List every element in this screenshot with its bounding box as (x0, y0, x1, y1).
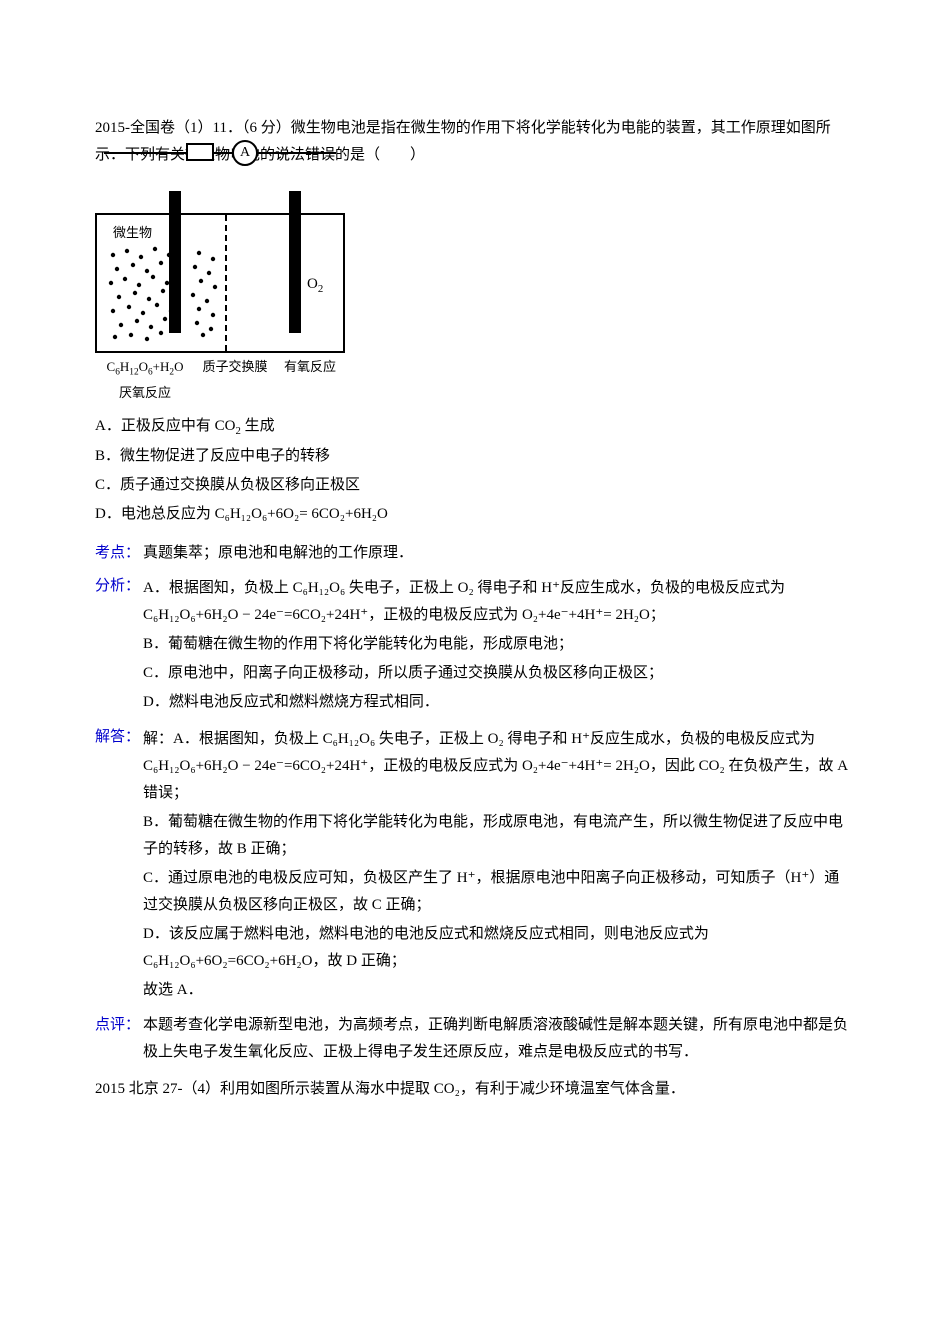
option-d: D．电池总反应为 C₆H₁₂O₆+6O₂= 6CO₂+6H₂O (95, 501, 850, 528)
fenxi-label: 分析： (95, 573, 143, 718)
cathode-electrode (289, 191, 301, 333)
microbe-label: 微生物 (113, 221, 152, 244)
fenxi-section: 分析： A．根据图知，负极上 C₆H₁₂O₆ 失电子，正极上 O₂ 得电子和 H… (95, 573, 850, 718)
kaodian-section: 考点： 真题集萃；原电池和电解池的工作原理． (95, 540, 850, 567)
cell-diagram: A 微生物 O2 (95, 177, 850, 405)
dianping-label: 点评： (95, 1012, 143, 1066)
option-b: B．微生物促进了反应中电子的转移 (95, 443, 850, 470)
question-2: 2015 北京 27-（4）利用如图所示装置从海水中提取 CO₂，有利于减少环境… (95, 1076, 850, 1103)
kaodian-label: 考点： (95, 540, 143, 567)
ammeter-assembly: A (100, 141, 340, 173)
options-block: A．正极反应中有 CO2 生成 B．微生物促进了反应中电子的转移 C．质子通过交… (95, 413, 850, 528)
option-c: C．质子通过交换膜从负极区移向正极区 (95, 472, 850, 499)
ammeter-icon: A (232, 140, 258, 166)
o2-label: O2 (307, 271, 323, 299)
fenxi-body: A．根据图知，负极上 C₆H₁₂O₆ 失电子，正极上 O₂ 得电子和 H⁺反应生… (143, 573, 850, 718)
jieda-label: 解答： (95, 724, 143, 1006)
microbe-dots-icon (103, 243, 221, 343)
jieda-body: 解：A．根据图知，负极上 C₆H₁₂O₆ 失电子，正极上 O₂ 得电子和 H⁺反… (143, 724, 850, 1006)
dianping-body: 本题考查化学电源新型电池，为高频考点，正确判断电解质溶液酸碱性是解本题关键，所有… (143, 1012, 850, 1066)
diagram-caption: C6H12O6+H2O 厌氧反应 质子交换膜 有氧反应 (95, 355, 345, 405)
proton-exchange-membrane (225, 215, 227, 351)
jieda-section: 解答： 解：A．根据图知，负极上 C₆H₁₂O₆ 失电子，正极上 O₂ 得电子和… (95, 724, 850, 1006)
option-a: A．正极反应中有 CO2 生成 (95, 413, 850, 441)
kaodian-body: 真题集萃；原电池和电解池的工作原理． (143, 540, 850, 567)
dianping-section: 点评： 本题考查化学电源新型电池，为高频考点，正确判断电解质溶液酸碱性是解本题关… (95, 1012, 850, 1066)
